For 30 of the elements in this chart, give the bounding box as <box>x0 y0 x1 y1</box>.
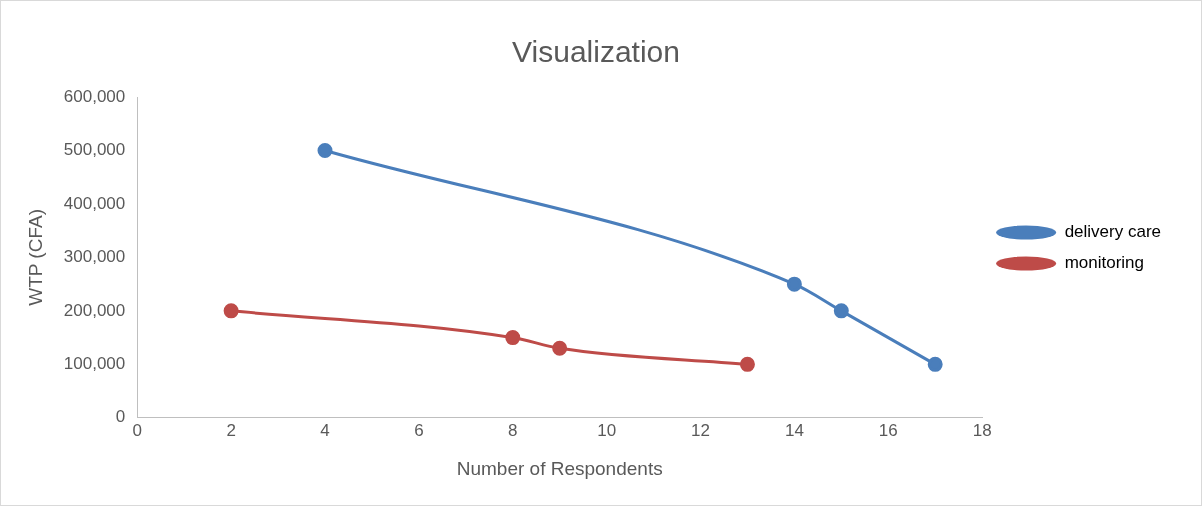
x-tick-label: 2 <box>226 420 236 440</box>
point <box>833 303 849 319</box>
y-tick-label: 400,000 <box>63 193 126 213</box>
x-tick-label: 18 <box>972 420 992 440</box>
point <box>739 356 755 372</box>
point <box>223 303 239 319</box>
x-tick-label: 4 <box>320 420 330 440</box>
x-tick-label: 0 <box>132 420 142 440</box>
legend-label: delivery care <box>1064 222 1161 242</box>
x-axis-title: Number of Respondents <box>456 457 663 479</box>
point <box>552 340 568 356</box>
y-axis-title: WTP (CFA) <box>24 209 46 306</box>
point <box>786 276 802 292</box>
x-tick-label: 8 <box>508 420 518 440</box>
y-tick-label: 300,000 <box>63 247 126 267</box>
point <box>505 330 521 346</box>
point <box>317 142 333 158</box>
legend-label: monitoring <box>1064 253 1144 273</box>
y-tick-label: 600,000 <box>63 86 126 106</box>
y-tick-label: 0 <box>115 407 126 427</box>
x-tick-label: 12 <box>691 420 710 440</box>
x-tick-label: 10 <box>597 420 617 440</box>
x-tick-label: 16 <box>878 420 898 440</box>
y-tick-label: 100,000 <box>63 354 126 374</box>
x-tick-label: 14 <box>784 420 804 440</box>
y-tick-label: 500,000 <box>63 140 126 160</box>
x-tick-label: 6 <box>414 420 424 440</box>
chart-title: Visualization <box>512 35 680 69</box>
point <box>927 356 943 372</box>
y-tick-label: 200,000 <box>63 300 126 320</box>
